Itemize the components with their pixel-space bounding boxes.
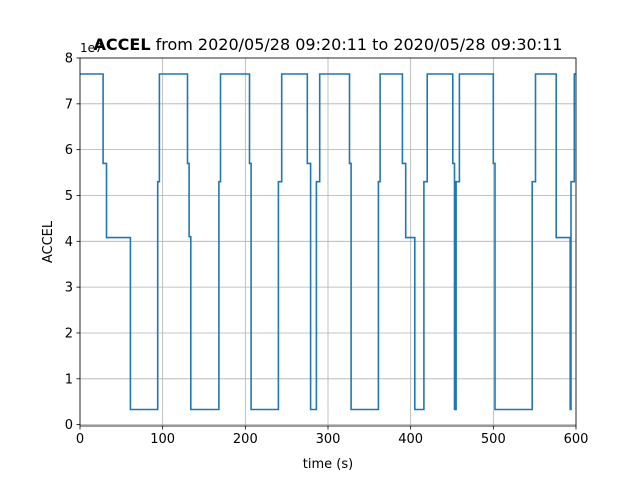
x-tick-label: 400 <box>398 432 423 447</box>
y-tick-label: 1 <box>65 372 73 387</box>
x-tick-label: 500 <box>481 432 506 447</box>
y-tick-label: 5 <box>65 189 73 204</box>
y-tick-label: 3 <box>65 281 73 296</box>
x-tick-label: 100 <box>150 432 175 447</box>
x-tick-label: 0 <box>76 432 84 447</box>
chart-title: ACCEL from 2020/05/28 09:20:11 to 2020/0… <box>94 35 563 54</box>
x-tick-label: 600 <box>564 432 589 447</box>
y-tick-label: 0 <box>65 418 73 433</box>
y-tick-label: 2 <box>65 326 73 341</box>
x-axis-label: time (s) <box>303 457 353 472</box>
chart-title-bold: ACCEL <box>94 35 151 54</box>
y-tick-label: 7 <box>65 97 73 112</box>
tick-layer: 0 100 200 300 400 500 600 0 1 2 3 4 5 6 7 8 <box>65 52 589 448</box>
chart-title-rest: from 2020/05/28 09:20:11 to 2020/05/28 0… <box>151 35 563 54</box>
x-tick-label: 300 <box>316 432 341 447</box>
y-tick-label: 8 <box>65 52 73 67</box>
y-tick-label: 6 <box>65 143 73 158</box>
y-axis-label: ACCEL <box>41 220 56 263</box>
y-tick-label: 4 <box>65 235 73 250</box>
x-tick-label: 200 <box>233 432 258 447</box>
series-line <box>80 73 576 411</box>
series-layer <box>80 73 576 411</box>
y-offset-label: 1e7 <box>80 41 103 55</box>
